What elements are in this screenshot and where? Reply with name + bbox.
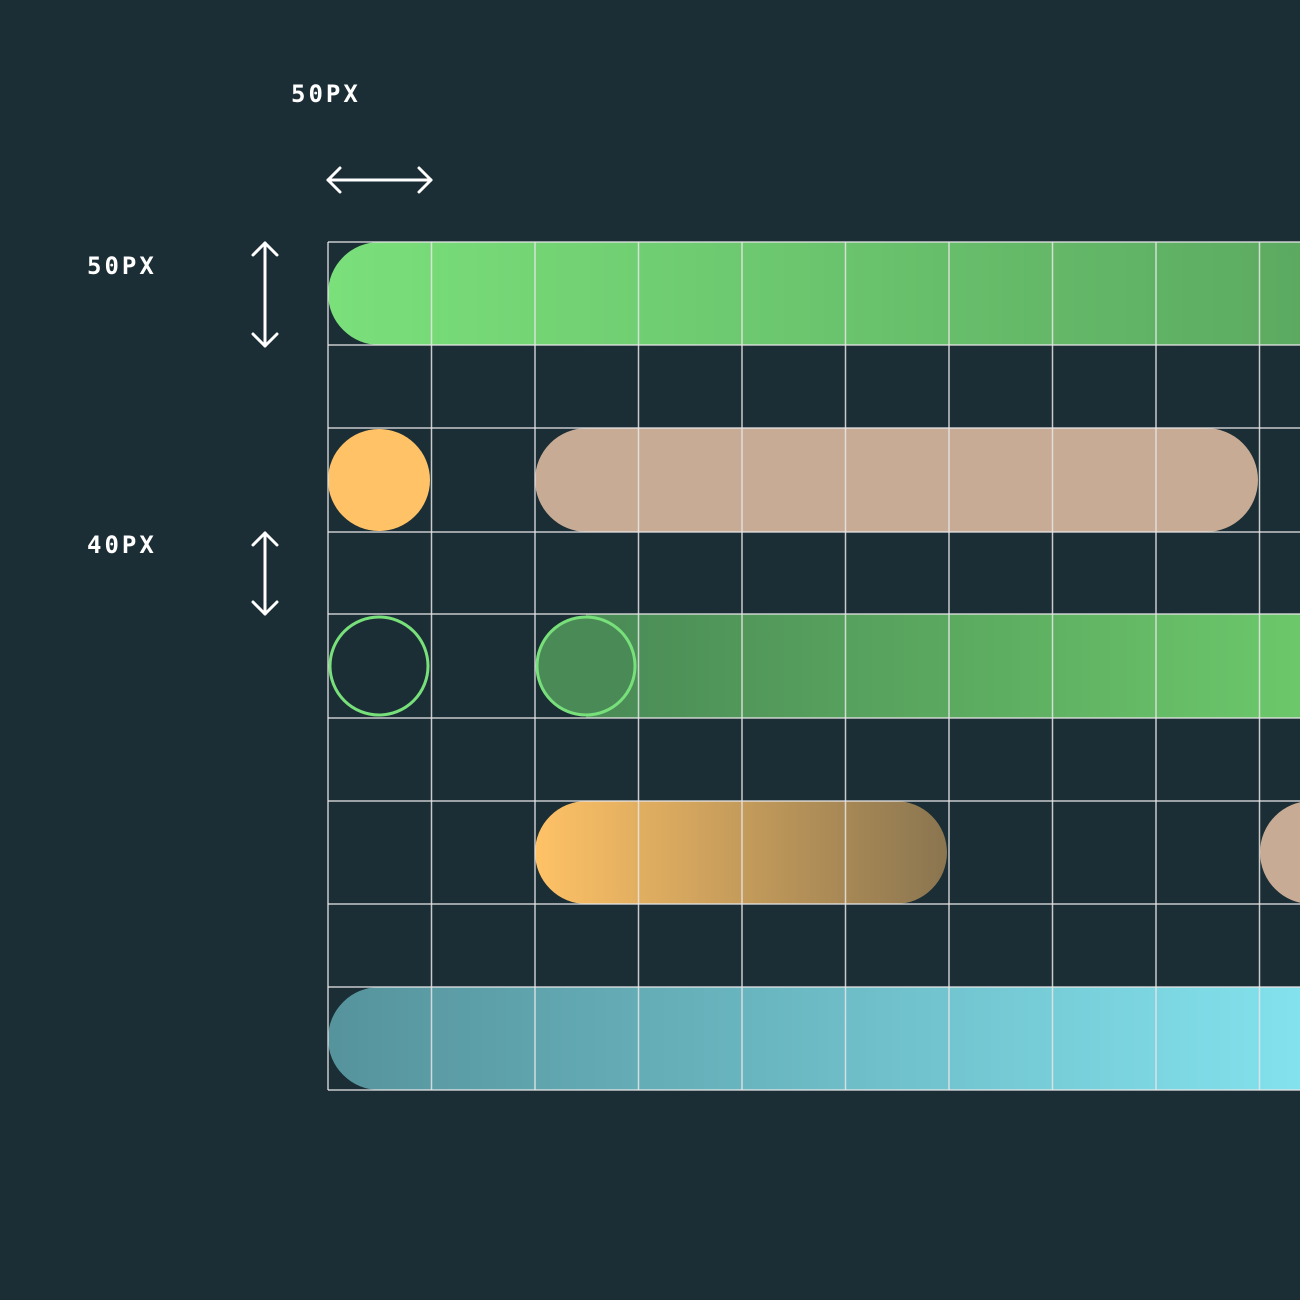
column-width-label: 50PX <box>291 80 361 108</box>
gap-height-label: 40PX <box>87 531 157 559</box>
vertical-double-arrow-icon <box>251 241 279 348</box>
tan-pill-bar <box>535 428 1258 532</box>
green-pill-bar <box>328 242 1300 345</box>
green-gradient-bar <box>586 614 1300 718</box>
row-height-label: 50PX <box>87 252 157 280</box>
tan-pill-partial <box>1260 802 1300 903</box>
grid-lines <box>327 241 1300 1091</box>
horizontal-double-arrow-icon <box>326 166 433 194</box>
orange-gradient-pill <box>535 801 947 904</box>
orange-circle <box>328 429 430 531</box>
green-filled-circle <box>535 615 637 717</box>
vertical-double-arrow-icon <box>251 531 279 616</box>
cyan-gradient-pill <box>328 987 1300 1090</box>
green-outline-circle <box>328 615 430 717</box>
